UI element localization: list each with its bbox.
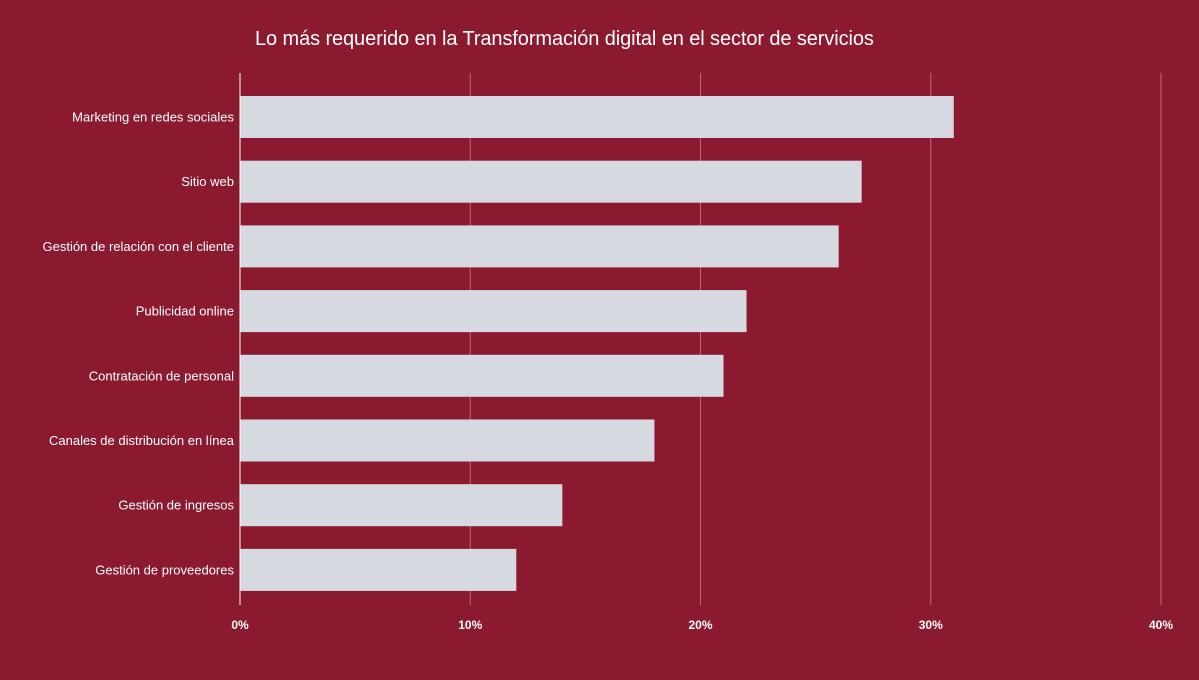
bars [240,96,954,591]
chart-title: Lo más requerido en la Transformación di… [255,28,874,50]
x-tick-label: 40% [1149,618,1173,632]
bar[interactable] [240,225,839,268]
bar[interactable] [240,290,747,333]
x-tick-label: 0% [231,618,249,632]
bar[interactable] [240,354,724,397]
bar[interactable] [240,96,954,138]
category-label: Gestión de relación con el cliente [42,239,234,254]
bar[interactable] [240,484,563,527]
category-label: Sitio web [181,174,234,189]
bar[interactable] [240,548,517,591]
bar[interactable] [240,160,862,203]
x-tick-label: 10% [458,618,482,632]
bar[interactable] [240,419,655,462]
category-label: Marketing en redes sociales [72,110,234,125]
x-tick-labels: 0% 10% 20% 30% 40% [231,618,1173,632]
category-label: Contratación de personal [89,368,234,383]
x-tick-label: 30% [919,618,943,632]
category-label: Gestión de ingresos [118,498,234,513]
category-label: Canales de distribución en línea [49,433,235,448]
x-tick-label: 20% [688,618,712,632]
category-label: Publicidad online [136,304,234,319]
category-label: Gestión de proveedores [95,562,234,577]
gridlines [469,73,1162,605]
category-labels: Marketing en redes sociales Sitio web Gest… [42,110,234,578]
